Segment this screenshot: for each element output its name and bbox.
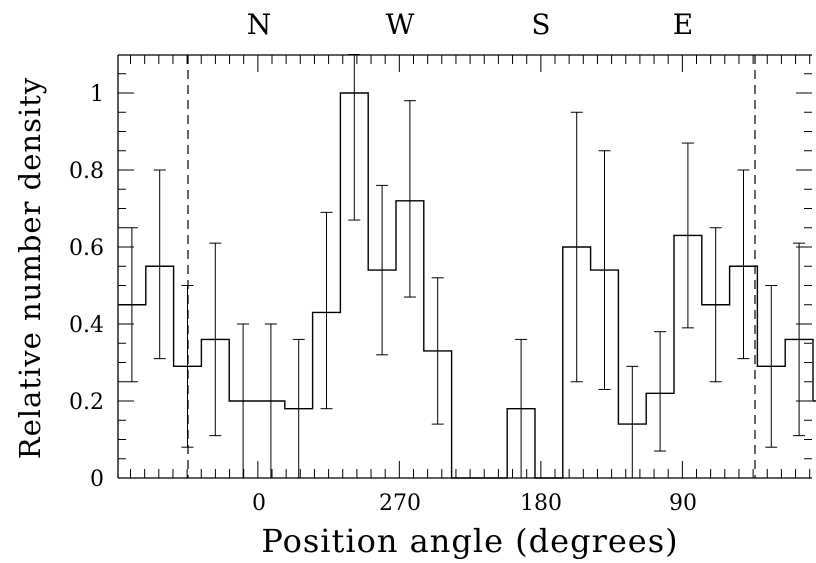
y-axis-label: Relative number density	[13, 77, 47, 460]
compass-label: E	[673, 8, 693, 41]
compass-label: S	[531, 8, 550, 41]
y-tick-label: 0.8	[69, 159, 104, 184]
x-tick-label: 180	[520, 491, 562, 516]
y-tick-label: 0.2	[69, 390, 104, 415]
x-tick-label: 90	[669, 491, 697, 516]
histogram-bars	[118, 92, 816, 479]
y-tick-label: 1	[90, 82, 104, 107]
x-tick-label: 0	[252, 491, 266, 516]
axis-ticks	[118, 55, 812, 479]
dashed-reference-lines	[187, 55, 756, 478]
error-bars	[125, 54, 806, 478]
y-tick-label: 0.6	[69, 236, 104, 261]
x-tick-labels: 0 270 180 90	[252, 491, 697, 516]
y-tick-label: 0	[90, 467, 104, 492]
x-axis-label: Position angle (degrees)	[261, 522, 678, 560]
x-tick-label: 270	[379, 491, 421, 516]
plot-frame	[117, 54, 812, 479]
compass-label: W	[386, 8, 415, 41]
y-tick-labels: 0 0.2 0.4 0.6 0.8 1	[69, 82, 104, 492]
compass-label: N	[247, 8, 272, 41]
y-tick-label: 0.4	[69, 313, 104, 338]
histogram-outline	[118, 92, 816, 479]
axis-labels: Position angle (degrees) Relative number…	[13, 77, 678, 560]
